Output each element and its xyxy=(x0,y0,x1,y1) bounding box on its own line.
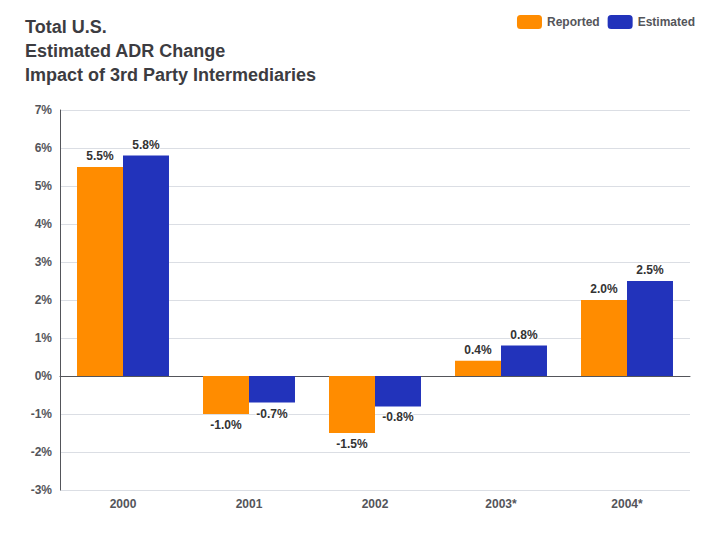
svg-text:2.5%: 2.5% xyxy=(636,263,664,277)
svg-text:-1%: -1% xyxy=(31,407,53,421)
svg-text:Estimated ADR Change: Estimated ADR Change xyxy=(25,41,225,61)
svg-text:5.5%: 5.5% xyxy=(86,149,114,163)
svg-text:-2%: -2% xyxy=(31,445,53,459)
svg-text:3%: 3% xyxy=(35,255,53,269)
svg-text:Total U.S.: Total U.S. xyxy=(25,17,107,37)
svg-text:2.0%: 2.0% xyxy=(590,282,618,296)
svg-text:4%: 4% xyxy=(35,217,53,231)
svg-text:-0.7%: -0.7% xyxy=(256,407,288,421)
svg-text:7%: 7% xyxy=(35,103,53,117)
svg-text:0%: 0% xyxy=(35,369,53,383)
svg-text:0.8%: 0.8% xyxy=(510,328,538,342)
svg-text:Estimated: Estimated xyxy=(638,15,695,29)
svg-text:5.8%: 5.8% xyxy=(132,138,160,152)
svg-text:2001: 2001 xyxy=(236,497,263,511)
svg-text:-1.5%: -1.5% xyxy=(336,437,368,451)
svg-text:2004*: 2004* xyxy=(611,497,643,511)
svg-text:Impact of 3rd Party Intermedia: Impact of 3rd Party Intermediaries xyxy=(25,65,316,85)
svg-text:2003*: 2003* xyxy=(485,497,517,511)
svg-text:-3%: -3% xyxy=(31,483,53,497)
svg-text:6%: 6% xyxy=(35,141,53,155)
svg-text:2002: 2002 xyxy=(362,497,389,511)
svg-text:Reported: Reported xyxy=(547,15,600,29)
svg-text:-0.8%: -0.8% xyxy=(382,410,414,424)
svg-text:1%: 1% xyxy=(35,331,53,345)
svg-text:2%: 2% xyxy=(35,293,53,307)
svg-text:0.4%: 0.4% xyxy=(464,343,492,357)
svg-text:2000: 2000 xyxy=(110,497,137,511)
svg-text:5%: 5% xyxy=(35,179,53,193)
svg-text:-1.0%: -1.0% xyxy=(210,418,242,432)
